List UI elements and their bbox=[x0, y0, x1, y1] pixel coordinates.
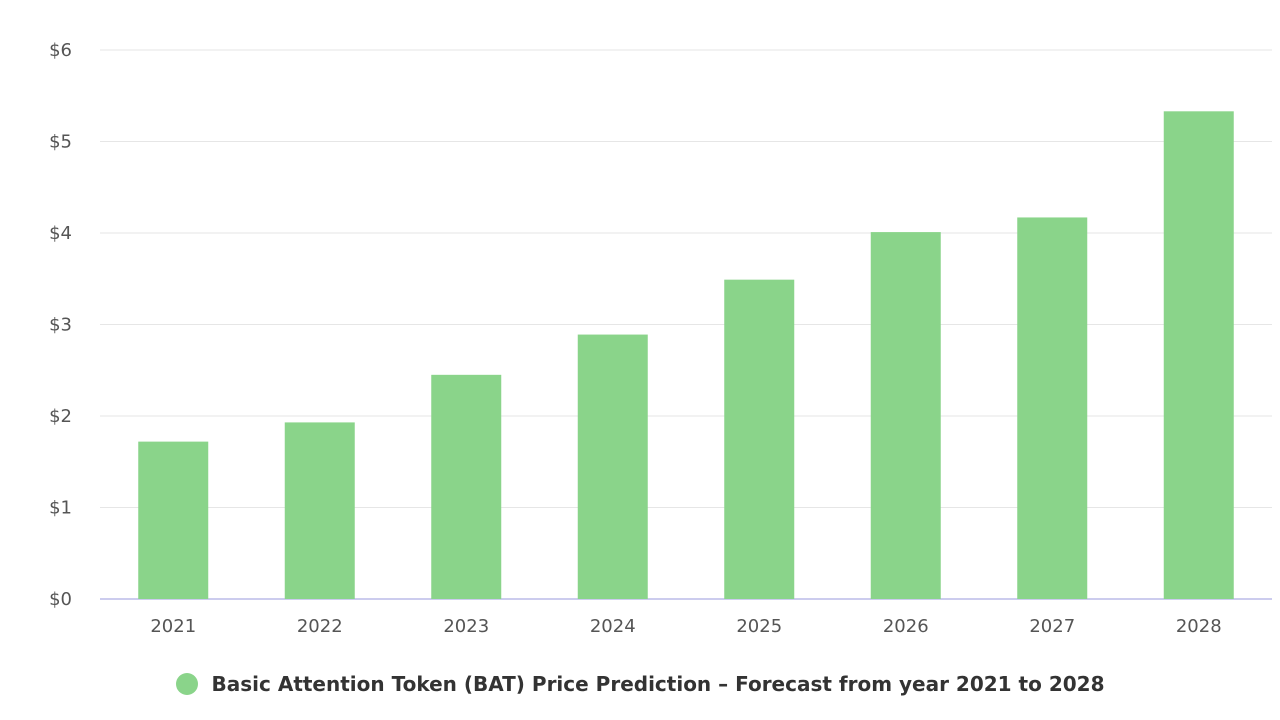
bars bbox=[138, 111, 1234, 600]
y-tick-label: $3 bbox=[49, 315, 72, 336]
bar-2028[interactable] bbox=[1163, 111, 1234, 600]
x-tick-label: 2027 bbox=[1029, 616, 1075, 637]
bar-2021[interactable] bbox=[138, 441, 209, 599]
bar-2023[interactable] bbox=[431, 374, 502, 599]
grid-lines bbox=[100, 49, 1272, 600]
legend-item[interactable]: Basic Attention Token (BAT) Price Predic… bbox=[175, 672, 1105, 696]
x-tick-label: 2022 bbox=[297, 616, 343, 637]
y-tick-label: $0 bbox=[49, 589, 72, 610]
bar-2027[interactable] bbox=[1017, 217, 1088, 599]
x-tick-label: 2024 bbox=[590, 616, 636, 637]
legend-label: Basic Attention Token (BAT) Price Predic… bbox=[211, 672, 1105, 696]
x-tick-label: 2025 bbox=[736, 616, 782, 637]
y-tick-label: $2 bbox=[49, 406, 72, 427]
x-axis-tick-labels: 2021 2022 2023 2024 2025 2026 2027 2028 bbox=[150, 616, 1221, 637]
chart-plot: $0$1$2$3$4$5$6 2021 2022 2023 2024 2025 2026 2… bbox=[49, 40, 1272, 637]
y-tick-label: $1 bbox=[49, 498, 72, 519]
bar-2025[interactable] bbox=[724, 279, 795, 599]
y-axis-tick-labels: $0 $1 $2 $3 $4 $5 $6 bbox=[49, 40, 72, 610]
bar-2026[interactable] bbox=[870, 232, 941, 599]
x-tick-label: 2026 bbox=[883, 616, 929, 637]
x-tick-label: 2021 bbox=[150, 616, 196, 637]
x-tick-label: 2023 bbox=[443, 616, 489, 637]
bar-2022[interactable] bbox=[284, 422, 355, 599]
x-tick-label: 2028 bbox=[1176, 616, 1222, 637]
y-tick-label: $4 bbox=[49, 223, 72, 244]
y-tick-label: $5 bbox=[49, 132, 72, 153]
legend-swatch-icon bbox=[175, 673, 198, 695]
bar-2024[interactable] bbox=[577, 334, 648, 599]
legend: Basic Attention Token (BAT) Price Predic… bbox=[0, 664, 1280, 704]
y-tick-label: $6 bbox=[49, 40, 72, 61]
